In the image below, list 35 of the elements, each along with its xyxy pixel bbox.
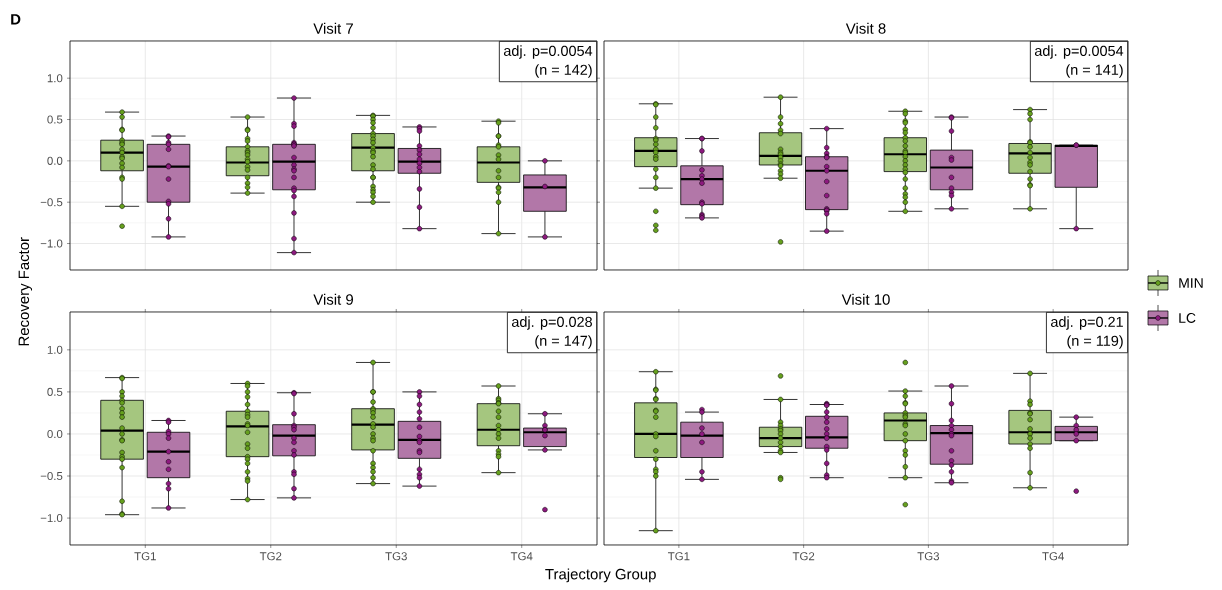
y-axis-title: Recovery Factor [18,237,33,346]
y-tick-label: 0.5 [47,387,63,396]
annotation: adj. p=0.0054 [503,45,593,59]
chart-title: Visit 7 [313,22,353,34]
annotation: (n = 147) [535,335,592,349]
annotation: adj. p=0.21 [1051,316,1123,330]
x-tick-label: TG3 [385,552,407,561]
annotation: adj. p=0.028 [511,316,592,330]
x-tick-label: TG4 [1042,552,1064,561]
y-tick-label: −1.0 [40,514,63,523]
y-tick-label: 0.5 [47,115,63,124]
annotation: (n = 119) [1067,335,1123,349]
x-tick-label: TG1 [667,552,690,561]
x-tick-label: TG1 [134,552,156,561]
annotation: adj. p=0.0054 [1034,45,1124,59]
text: D [11,14,21,25]
y-tick-label: 0.0 [47,429,63,438]
x-tick-label: TG2 [259,552,282,561]
x-tick-label: TG2 [792,552,815,561]
annotation: (n = 141) [1066,64,1123,78]
y-tick-label: 0.0 [47,156,63,165]
x-tick-label: TG4 [510,552,533,561]
legend-label: MIN [1179,278,1203,288]
chart-title: Visit 8 [845,22,886,34]
x-tick-label: TG3 [917,552,940,561]
chart-title: Visit 9 [313,293,353,305]
chart-title: Visit 10 [841,293,890,305]
x-axis-title: Trajectory Group [545,568,656,583]
y-tick-label: 1.0 [47,74,63,83]
annotation: (n = 142) [535,64,592,78]
legend-label: LC [1179,313,1196,323]
y-tick-label: −1.0 [40,239,63,248]
y-tick-label: −0.5 [40,198,63,207]
y-tick-label: 1.0 [47,345,63,354]
y-tick-label: −0.5 [40,471,63,481]
